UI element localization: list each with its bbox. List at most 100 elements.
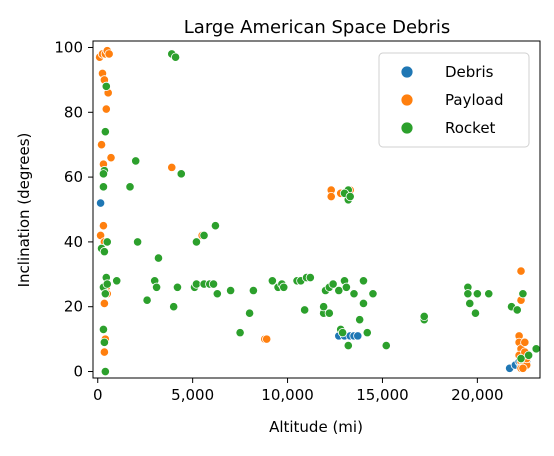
payload-point (518, 363, 528, 373)
rocket-point (98, 324, 109, 334)
plot-frame (92, 40, 541, 379)
rocket-point (142, 295, 152, 305)
payload-point (96, 140, 107, 150)
rocket-point (419, 311, 429, 322)
rocket-point (305, 272, 315, 283)
payload-point (99, 298, 109, 309)
rocket-point (368, 289, 378, 299)
rocket-point (516, 353, 526, 364)
rocket-point (102, 279, 112, 289)
rocket-point (349, 289, 359, 299)
rocket-point (191, 237, 202, 247)
rocket-point (191, 279, 202, 289)
x-axis-ticks: 0 5,000 10,000 15,000 20,000 (93, 378, 504, 404)
rocket-point (208, 279, 219, 289)
rocket-point (133, 237, 143, 247)
rocket-point (100, 127, 110, 137)
rocket-point (341, 282, 351, 292)
rocket-point (337, 328, 348, 338)
rocket-point (463, 289, 473, 299)
rocket-point (355, 315, 365, 325)
debris-legend-label: Debris (445, 63, 494, 81)
rocket-point (319, 302, 329, 312)
rocket-point (470, 308, 481, 318)
rocket-point (151, 282, 162, 292)
y-tick-label: 20 (64, 298, 83, 316)
rocket-point (170, 52, 181, 62)
rocket-point (176, 169, 186, 179)
rocket-point (101, 81, 111, 91)
rocket-point (324, 308, 334, 318)
payload-point (101, 104, 111, 114)
rocket-point (358, 298, 369, 309)
payload-point (104, 49, 114, 59)
rocket-point (343, 340, 353, 351)
payload-legend-marker (400, 93, 414, 107)
legend: Debris Payload Rocket (378, 52, 530, 148)
rocket-point (512, 305, 522, 315)
debris-legend-marker (400, 65, 414, 79)
rocket-point (112, 276, 122, 286)
y-tick-label: 100 (54, 38, 83, 56)
rocket-point (99, 247, 109, 257)
rocket-point (279, 282, 289, 292)
rocket-point (248, 285, 258, 296)
rocket-point (99, 337, 109, 347)
rocket-point (102, 237, 112, 247)
rocket-point (358, 276, 369, 286)
rocket-point (210, 221, 221, 231)
chart-title: Large American Space Debris (184, 17, 450, 38)
rocket-point (98, 169, 109, 179)
rocket-point (172, 282, 183, 292)
payload-point (106, 153, 116, 163)
rocket-point (169, 302, 179, 312)
rocket-point (244, 308, 255, 318)
payload-point (99, 347, 109, 357)
rocket-point (226, 285, 236, 296)
payload-point (167, 162, 177, 172)
rocket-point (125, 182, 135, 192)
rocket-point (267, 276, 277, 286)
rocket-point (518, 289, 528, 299)
payload-point (262, 334, 272, 344)
rocket-point (472, 289, 482, 299)
rocket-legend-marker (400, 121, 414, 135)
payload-point (516, 266, 526, 276)
rocket-point (100, 366, 110, 377)
rocket-point (328, 279, 338, 289)
rocket-point (531, 344, 541, 354)
rocket-point (153, 253, 164, 263)
rocket-point (484, 289, 494, 299)
payload-legend-label: Payload (445, 91, 504, 109)
rocket-point (212, 289, 222, 299)
rocket-point (98, 182, 109, 192)
rocket-point (300, 305, 310, 315)
rocket-legend-label: Rocket (445, 119, 496, 137)
x-tick-label: 20,000 (451, 386, 504, 404)
rocket-point (465, 298, 475, 309)
x-tick-label: 0 (93, 386, 103, 404)
payload-point (98, 221, 109, 231)
legend-items: Debris Payload Rocket (400, 63, 504, 137)
rocket-point (334, 285, 344, 296)
rocket-point (235, 328, 245, 338)
y-tick-label: 80 (64, 103, 83, 121)
points-layer (95, 46, 541, 377)
y-axis-label: Inclination (degrees) (15, 133, 33, 288)
y-tick-label: 0 (73, 363, 83, 381)
y-tick-label: 40 (64, 233, 83, 251)
x-tick-label: 10,000 (261, 386, 314, 404)
rocket-point (199, 230, 209, 241)
rocket-point (100, 289, 110, 299)
x-tick-label: 15,000 (356, 386, 409, 404)
payload-point (520, 337, 530, 347)
rocket-point (345, 191, 355, 202)
debris-point (353, 331, 363, 341)
rocket-point (362, 328, 372, 338)
x-axis-label: Altitude (mi) (269, 418, 363, 436)
y-tick-label: 60 (64, 168, 83, 186)
legend-frame (378, 52, 530, 148)
rocket-point (381, 340, 391, 351)
